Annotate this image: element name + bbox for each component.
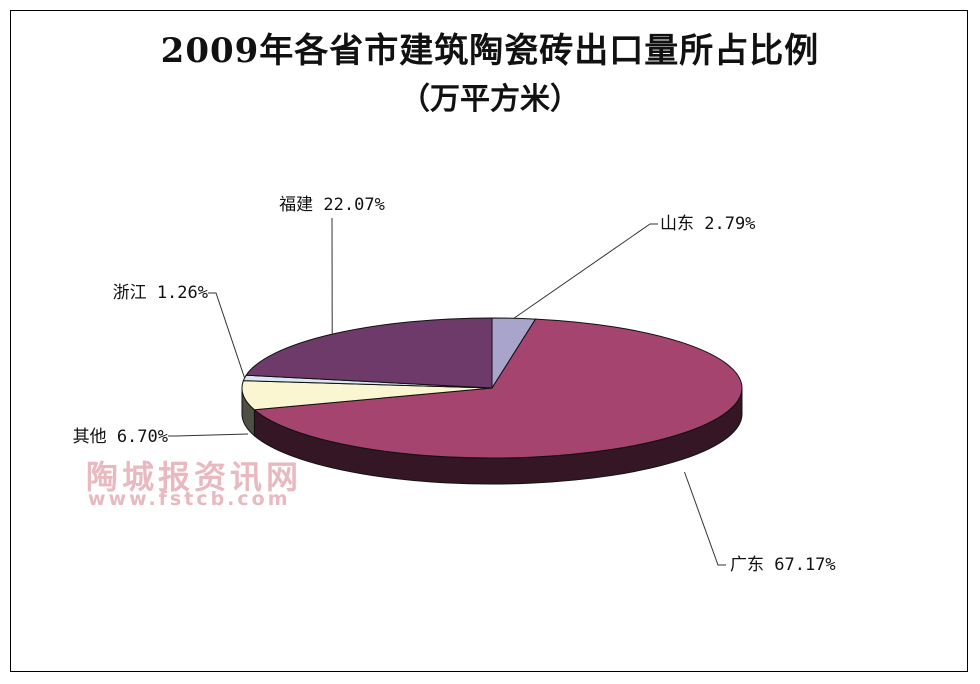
chart-title: 2009年各省市建筑陶瓷砖出口量所占比例 bbox=[160, 31, 820, 71]
pie-slice-福建 bbox=[245, 317, 493, 389]
slice-label-其他: 其他 6.70% bbox=[73, 427, 168, 447]
slice-label-浙江: 浙江 1.26% bbox=[113, 283, 208, 303]
watermark-logo: 陶城报资讯网 bbox=[86, 458, 303, 496]
leader-line-浙江 bbox=[208, 292, 246, 379]
pie-slice-广东 bbox=[253, 318, 743, 459]
leader-line-其他 bbox=[168, 433, 249, 437]
slice-labels: 山东 2.79% 广东 67.17% 其他 6.70% 浙江 1.26% 福建 22.0… bbox=[73, 195, 836, 575]
leader-line-广东 bbox=[684, 471, 726, 566]
pie-slices bbox=[241, 317, 743, 459]
slice-label-山东: 山东 2.79% bbox=[660, 214, 755, 234]
slice-label-广东: 广东 67.17% bbox=[730, 555, 836, 575]
slice-label-福建: 福建 22.07% bbox=[279, 195, 385, 215]
chart-subtitle: （万平方米） bbox=[400, 82, 580, 117]
leader-line-山东 bbox=[513, 223, 658, 319]
watermark-url: www.fstcb.com bbox=[88, 488, 291, 510]
